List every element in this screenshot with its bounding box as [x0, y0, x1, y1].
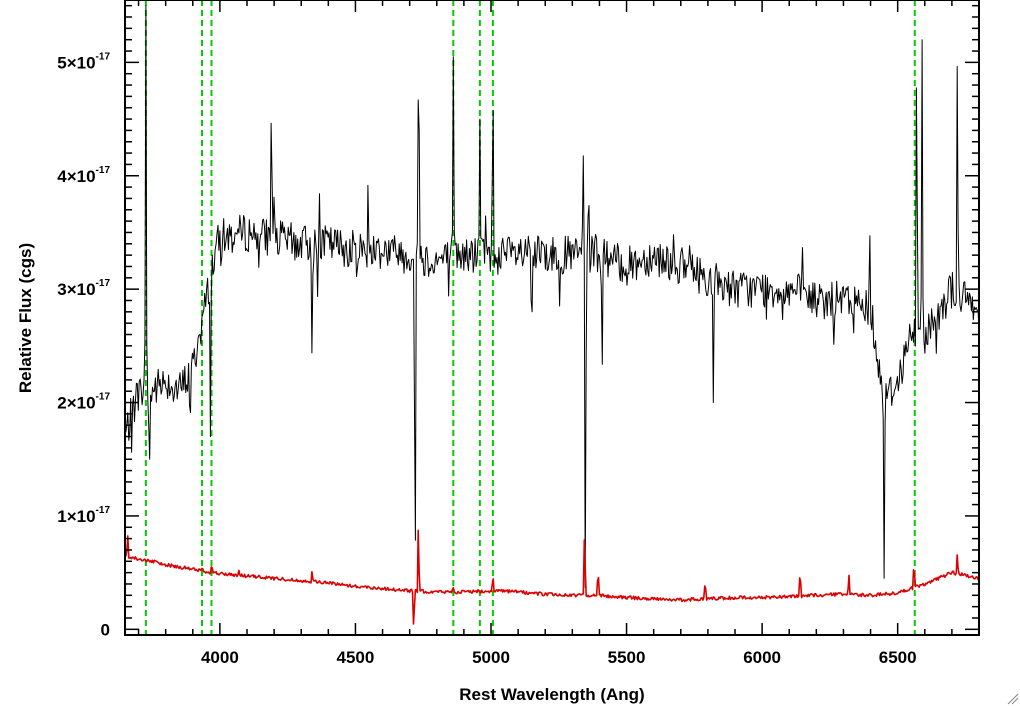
tick-marks — [125, 0, 980, 635]
series-layer — [124, 5, 980, 625]
y-tick-label: 1×10-17 — [57, 505, 110, 526]
y-tick-label: 5×10-17 — [57, 51, 110, 72]
x-tick-label: 6000 — [743, 648, 781, 667]
observed-spectrum-line — [124, 5, 980, 588]
x-tick-label: 6500 — [879, 648, 917, 667]
y-tick-label: 0 — [101, 620, 110, 639]
emission-line-markers — [144, 0, 916, 635]
error-spectrum-line — [124, 529, 979, 625]
y-tick-label: 4×10-17 — [57, 165, 110, 186]
plot-frame — [124, 0, 980, 636]
x-tick-label: 5000 — [472, 648, 510, 667]
x-axis-title: Rest Wavelength (Ang) — [459, 685, 644, 704]
x-tick-label: 5500 — [608, 648, 646, 667]
x-tick-label: 4000 — [201, 648, 239, 667]
axes — [124, 0, 980, 636]
x-tick-label: 4500 — [337, 648, 375, 667]
resize-grip-icon[interactable] — [1007, 693, 1019, 705]
y-tick-label: 3×10-17 — [57, 278, 110, 299]
tick-labels: 4000 4500 5000 5500 6000 6500 0 1×10-17 2×10-17 3… — [57, 51, 916, 667]
y-tick-label: 2×10-17 — [57, 392, 110, 413]
y-axis-title: Relative Flux (cgs) — [16, 243, 35, 393]
